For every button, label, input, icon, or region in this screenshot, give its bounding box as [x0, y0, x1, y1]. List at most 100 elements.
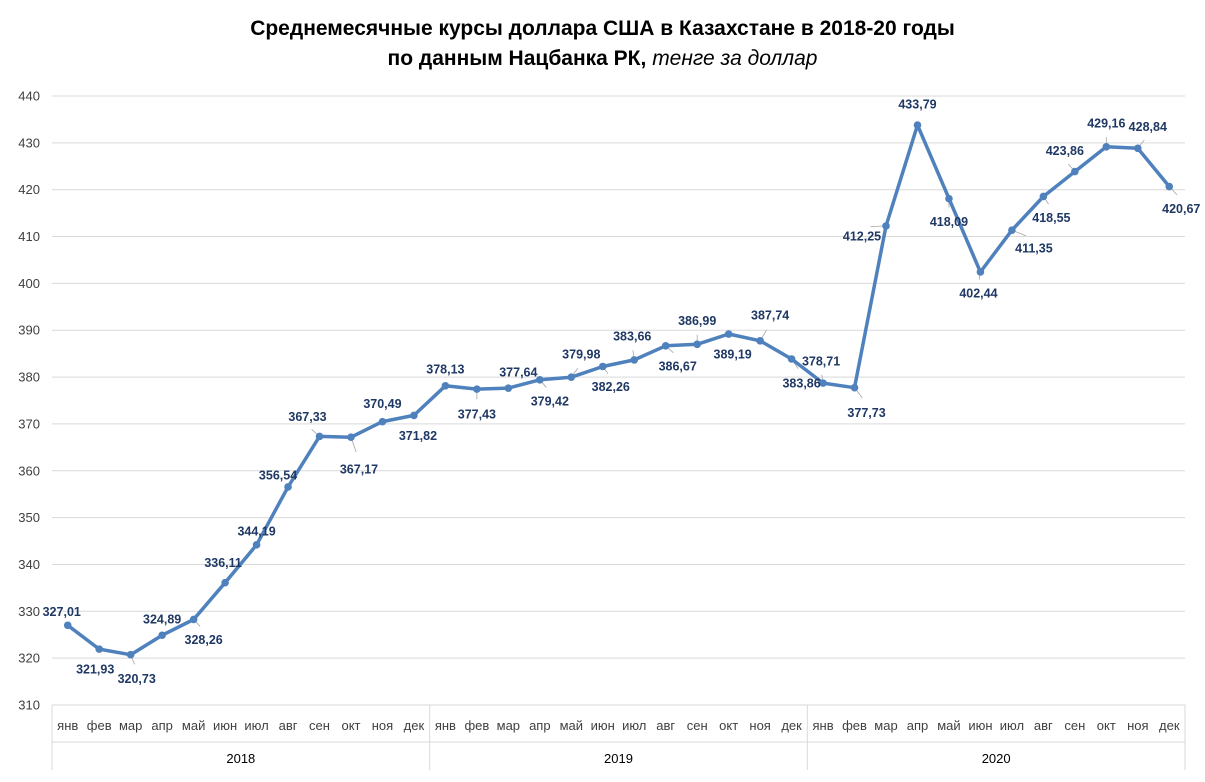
data-point	[976, 268, 985, 276]
title-line-1: Среднемесячные курсы доллара США в Казах…	[250, 17, 955, 40]
y-tick-label: 320	[18, 651, 40, 666]
x-month-label: июн	[968, 718, 992, 733]
x-year-label: 2020	[982, 751, 1011, 766]
x-month-label: сен	[1064, 718, 1085, 733]
data-label: 370,49	[363, 397, 401, 411]
data-label: 379,42	[531, 394, 569, 408]
data-point	[1102, 142, 1111, 151]
data-label: 371,82	[399, 429, 437, 443]
y-tick-label: 390	[18, 323, 40, 338]
title-line-2-bold: по данным Нацбанка РК,	[387, 47, 647, 70]
data-label: 389,19	[714, 348, 752, 362]
x-month-label: окт	[1097, 718, 1116, 733]
y-axis: 310 320 330 340 350 360 370 380 390 400 410 420 430 4…	[18, 89, 40, 713]
grid-lines	[52, 95, 1185, 706]
data-label: 402,44	[959, 286, 997, 300]
data-point	[661, 342, 670, 350]
data-point	[63, 621, 72, 630]
data-point	[1071, 167, 1079, 176]
x-month-label: дек	[781, 718, 802, 733]
data-point	[536, 375, 544, 384]
data-point	[284, 483, 292, 491]
x-month-label: ноя	[1127, 718, 1148, 733]
data-label: 387,74	[751, 308, 789, 322]
x-month-label: май	[937, 718, 960, 733]
x-axis: янв фев мар апр май июн июл авг сен окт ноя дек янв ф…	[51, 705, 1186, 770]
label-leaders	[130, 137, 1178, 665]
data-point	[1008, 226, 1016, 235]
x-month-label: мар	[497, 718, 520, 733]
y-tick-label: 310	[18, 698, 40, 713]
data-point	[1039, 192, 1048, 201]
y-tick-label: 430	[18, 135, 40, 150]
data-point	[1133, 144, 1142, 153]
data-label: 367,33	[288, 410, 326, 424]
data-label: 367,17	[340, 463, 378, 477]
y-tick-label: 400	[18, 276, 40, 291]
data-point	[693, 340, 701, 349]
data-label: 433,79	[898, 98, 936, 112]
data-point	[347, 433, 355, 441]
x-month-label: окт	[719, 718, 738, 733]
data-label: 377,43	[458, 408, 496, 422]
data-point	[221, 578, 229, 587]
y-tick-label: 340	[18, 557, 40, 572]
data-label: 428,84	[1129, 120, 1167, 134]
x-month-label: июн	[213, 718, 237, 733]
data-point	[819, 379, 827, 387]
x-month-label: сен	[687, 718, 708, 733]
x-month-label: июн	[591, 718, 615, 733]
y-tick-label: 370	[18, 416, 40, 431]
data-label: 418,09	[930, 215, 968, 229]
x-month-label: янв	[57, 718, 78, 733]
data-label: 418,55	[1032, 211, 1070, 225]
data-label: 378,13	[426, 362, 464, 376]
title-line-2: по данным Нацбанка РК, тенге за доллар	[0, 44, 1205, 74]
data-label: 321,93	[76, 663, 114, 677]
data-label: 324,89	[143, 613, 181, 627]
data-label: 378,71	[802, 355, 840, 369]
data-point	[504, 384, 513, 392]
data-label: 383,66	[613, 329, 651, 343]
data-label: 423,86	[1046, 144, 1084, 158]
x-month-label: дек	[404, 718, 425, 733]
data-label: 386,99	[678, 314, 716, 328]
x-month-label: мар	[874, 718, 897, 733]
data-point	[158, 631, 166, 640]
data-label: 377,64	[499, 366, 537, 380]
x-month-label: дек	[1159, 718, 1180, 733]
data-label: 379,98	[562, 348, 600, 362]
y-tick-label: 420	[18, 182, 40, 197]
y-tick-label: 440	[18, 89, 40, 104]
x-month-label: апр	[907, 718, 929, 733]
x-month-label: апр	[151, 718, 173, 733]
data-label: 429,16	[1087, 116, 1125, 130]
data-point	[850, 383, 859, 392]
x-month-label: авг	[1034, 718, 1053, 733]
data-point	[189, 615, 198, 624]
data-point	[756, 337, 764, 345]
data-point	[787, 355, 796, 363]
x-month-label: сен	[309, 718, 330, 733]
data-label: 412,25	[843, 229, 881, 243]
chart-title: Среднемесячные курсы доллара США в Казах…	[0, 14, 1205, 74]
data-point	[724, 330, 733, 338]
data-label: 420,67	[1162, 202, 1200, 216]
data-point	[378, 417, 387, 426]
data-label: 336,11	[204, 556, 242, 570]
data-label: 382,26	[592, 380, 630, 394]
data-point	[882, 222, 890, 230]
x-month-label: авг	[279, 718, 298, 733]
data-label: 344,19	[237, 524, 275, 538]
data-label: 327,01	[43, 605, 81, 619]
x-month-label: июл	[1000, 718, 1024, 733]
x-month-label: апр	[529, 718, 551, 733]
title-line-2-italic: тенге за доллар	[652, 47, 818, 70]
x-month-label: ноя	[749, 718, 770, 733]
data-point	[441, 382, 450, 390]
data-point	[1165, 182, 1174, 191]
data-label: 411,35	[1015, 242, 1053, 256]
y-tick-label: 350	[18, 510, 40, 525]
data-labels: 327,01 321,93 320,73 324,89 328,26 336,11 344,…	[43, 98, 1201, 687]
